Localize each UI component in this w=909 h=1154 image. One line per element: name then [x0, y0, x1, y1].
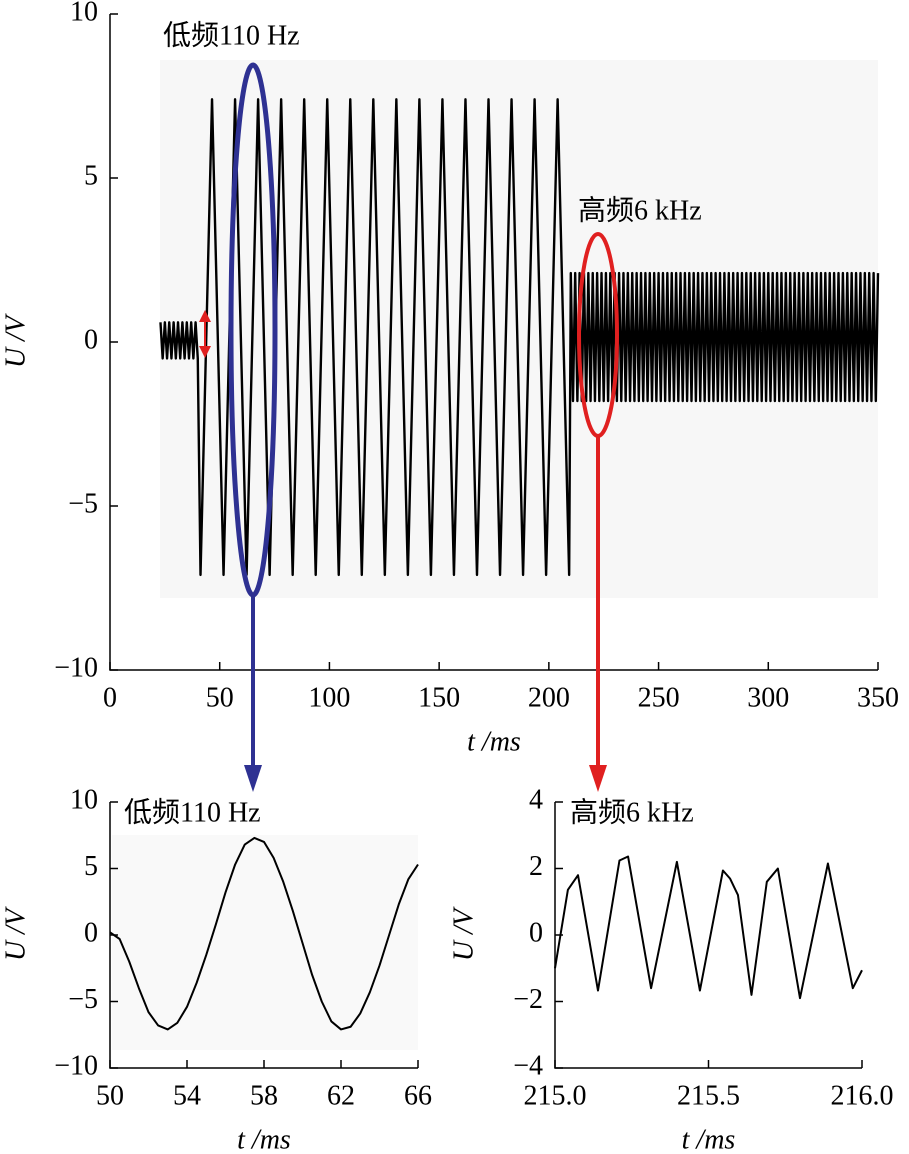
x-tick-label: 50	[206, 682, 234, 713]
x-tick-label: 100	[308, 682, 350, 713]
x-tick-label: 58	[250, 1080, 278, 1111]
y-tick-label: 5	[84, 160, 98, 191]
y-tick-label: 0	[529, 917, 543, 948]
x-tick-label: 62	[327, 1080, 355, 1111]
y-tick-label: −10	[54, 1050, 98, 1081]
x-tick-label: 54	[173, 1080, 201, 1111]
annotation: 高频6 kHz	[578, 194, 702, 226]
y-tick-label: 2	[529, 851, 543, 882]
axes	[554, 802, 862, 1069]
y-tick-label: 10	[70, 784, 98, 815]
y-tick-label: −5	[68, 488, 98, 519]
data-line	[554, 855, 863, 1000]
x-tick-label: 150	[418, 682, 460, 713]
x-axis-label: t /ms	[237, 1124, 291, 1154]
y-tick-label: 4	[529, 784, 543, 815]
y-tick-label: −5	[68, 984, 98, 1015]
x-axis-label: t /ms	[682, 1124, 736, 1154]
y-axis-label: U /V	[0, 906, 31, 961]
x-tick-label: 216.0	[831, 1080, 894, 1111]
y-axis-label: U /V	[0, 313, 31, 368]
annotation: 高频6 kHz	[570, 796, 694, 828]
data-line	[159, 98, 880, 577]
y-tick-label: 0	[84, 917, 98, 948]
arrow-head	[244, 765, 262, 792]
x-tick-label: 300	[747, 682, 789, 713]
y-tick-label: −10	[54, 652, 98, 683]
x-tick-label: 215.0	[524, 1080, 587, 1111]
y-axis-label: U /V	[448, 906, 479, 961]
amplitude-arrow-head	[199, 346, 211, 358]
amplitude-arrow-head	[199, 310, 211, 322]
plot-shade	[112, 835, 418, 1050]
y-tick-label: −2	[513, 984, 543, 1015]
arrow-head	[589, 765, 607, 792]
annotation: 低频110 Hz	[163, 19, 300, 51]
x-tick-label: 200	[528, 682, 570, 713]
x-tick-label: 0	[103, 682, 117, 713]
x-tick-label: 215.5	[677, 1080, 740, 1111]
y-tick-label: 0	[84, 324, 98, 355]
data-line	[109, 836, 419, 1031]
x-tick-label: 350	[857, 682, 899, 713]
x-axis-label: t /ms	[467, 726, 521, 757]
x-tick-label: 66	[404, 1080, 432, 1111]
y-tick-label: 10	[70, 0, 98, 27]
y-tick-label: −4	[513, 1050, 543, 1081]
x-tick-label: 50	[96, 1080, 124, 1111]
y-tick-label: 5	[84, 851, 98, 882]
annotation: 低频110 Hz	[124, 796, 261, 828]
x-tick-label: 250	[638, 682, 680, 713]
